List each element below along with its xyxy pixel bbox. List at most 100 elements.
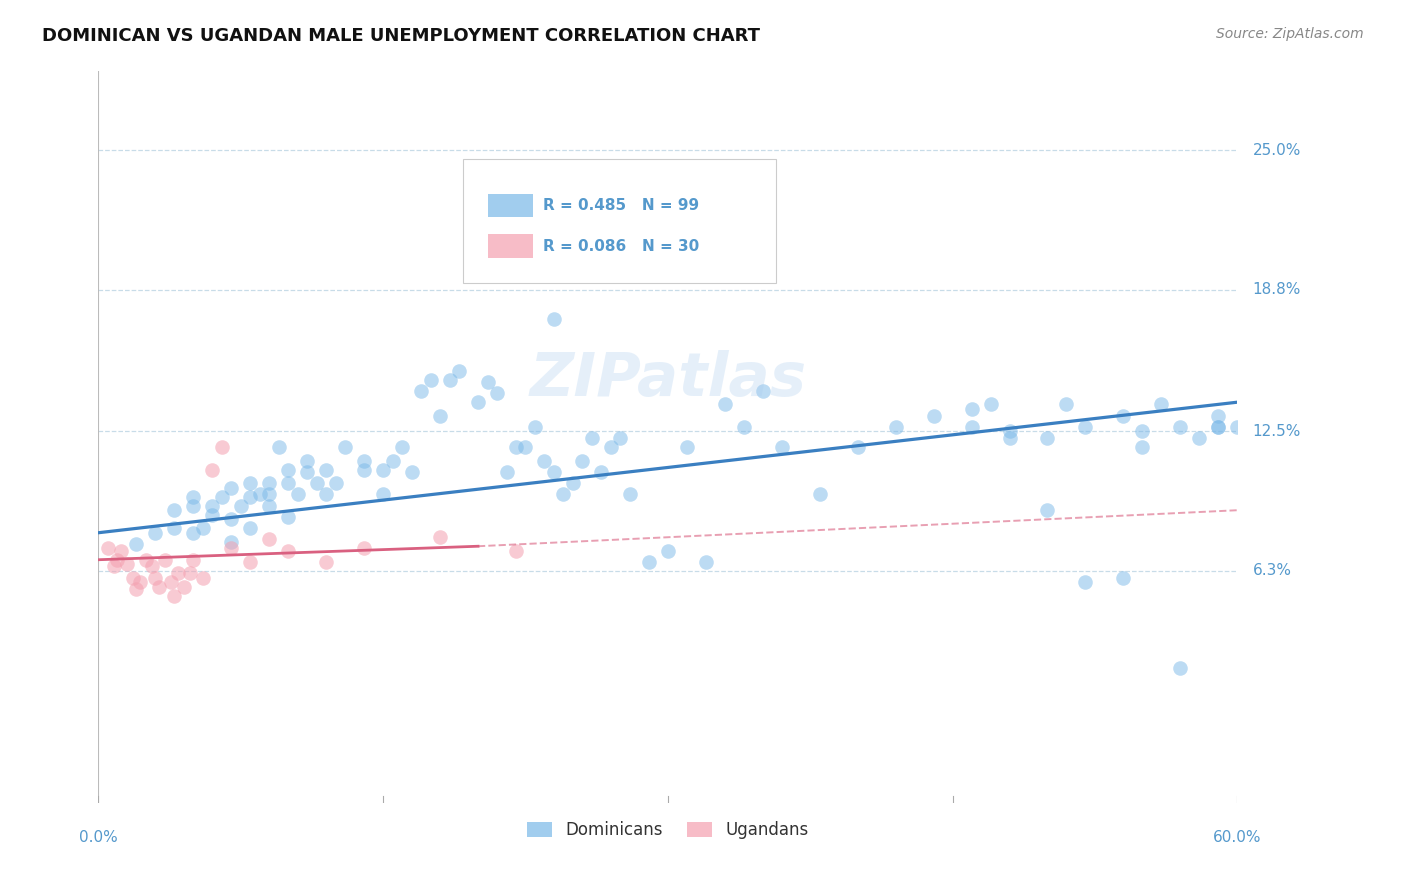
Point [676, 440, 699, 454]
Point [315, 487, 337, 501]
Point [401, 465, 423, 479]
Point [1112, 409, 1135, 423]
Point [733, 420, 755, 434]
Point [115, 558, 138, 572]
Point [619, 487, 641, 501]
Point [163, 521, 186, 535]
Point [287, 487, 309, 501]
Point [297, 465, 319, 479]
Point [259, 533, 281, 547]
Point [305, 476, 328, 491]
Point [183, 525, 205, 540]
Point [571, 453, 593, 467]
Text: 25.0%: 25.0% [1253, 143, 1301, 158]
Point [121, 571, 143, 585]
Point [808, 487, 831, 501]
Text: 0.0%: 0.0% [79, 830, 118, 845]
Point [1056, 397, 1078, 411]
Point [411, 384, 433, 398]
Point [1188, 431, 1211, 445]
Point [103, 559, 125, 574]
Point [429, 530, 451, 544]
Point [1170, 420, 1192, 434]
Point [239, 555, 262, 569]
Point [183, 499, 205, 513]
Point [335, 440, 357, 454]
Point [163, 589, 186, 603]
Text: 60.0%: 60.0% [1213, 830, 1261, 845]
Point [277, 463, 299, 477]
Point [495, 465, 517, 479]
Point [381, 453, 404, 467]
Point [221, 534, 243, 549]
Point [229, 499, 252, 513]
Point [657, 543, 679, 558]
Point [259, 499, 281, 513]
FancyBboxPatch shape [488, 235, 533, 258]
Text: DOMINICAN VS UGANDAN MALE UNEMPLOYMENT CORRELATION CHART: DOMINICAN VS UGANDAN MALE UNEMPLOYMENT C… [42, 27, 761, 45]
Legend: Dominicans, Ugandans: Dominicans, Ugandans [520, 814, 815, 846]
Text: 6.3%: 6.3% [1253, 564, 1292, 579]
Point [1036, 431, 1059, 445]
Point [1132, 425, 1154, 439]
Point [167, 566, 190, 581]
Point [884, 420, 907, 434]
Point [1208, 409, 1230, 423]
Point [221, 512, 243, 526]
Point [191, 521, 214, 535]
Point [353, 453, 375, 467]
Point [1208, 420, 1230, 434]
Point [752, 384, 775, 398]
Point [179, 566, 201, 581]
Point [135, 553, 157, 567]
Point [125, 582, 148, 596]
Point [1150, 397, 1173, 411]
Point [553, 487, 575, 501]
Point [505, 543, 527, 558]
Point [581, 431, 603, 445]
Point [110, 543, 132, 558]
Point [505, 233, 527, 247]
Point [277, 476, 299, 491]
Point [419, 373, 441, 387]
Point [211, 490, 233, 504]
Point [1036, 503, 1059, 517]
Text: 12.5%: 12.5% [1253, 424, 1301, 439]
Point [770, 440, 793, 454]
Point [1208, 420, 1230, 434]
Point [148, 580, 170, 594]
Text: R = 0.086   N = 30: R = 0.086 N = 30 [543, 239, 699, 253]
Point [173, 580, 195, 594]
Point [277, 543, 299, 558]
Point [129, 575, 152, 590]
Point [267, 440, 290, 454]
Point [638, 555, 661, 569]
Point [297, 453, 319, 467]
Point [505, 440, 527, 454]
Point [315, 555, 337, 569]
Point [439, 373, 461, 387]
Point [1132, 440, 1154, 454]
Point [277, 510, 299, 524]
Point [600, 440, 623, 454]
Point [960, 420, 983, 434]
Text: R = 0.485   N = 99: R = 0.485 N = 99 [543, 198, 699, 212]
Point [371, 487, 394, 501]
Point [1112, 571, 1135, 585]
Point [1226, 420, 1249, 434]
Point [979, 397, 1001, 411]
Point [543, 312, 565, 326]
Point [543, 465, 565, 479]
Point [591, 465, 613, 479]
Point [922, 409, 945, 423]
Point [221, 481, 243, 495]
Point [467, 395, 489, 409]
Point [486, 386, 509, 401]
Point [695, 555, 717, 569]
Point [221, 541, 243, 556]
Point [259, 487, 281, 501]
Point [249, 487, 271, 501]
Point [449, 364, 471, 378]
Point [145, 525, 167, 540]
Point [515, 440, 537, 454]
